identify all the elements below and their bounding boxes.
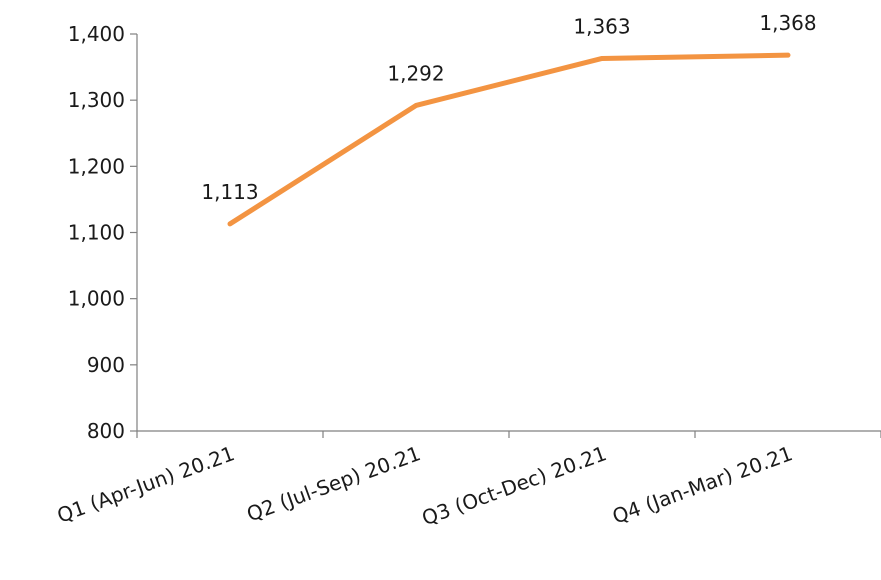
y-tick-label: 1,100 [68, 221, 125, 245]
y-tick-label: 1,300 [68, 88, 125, 112]
series-line [230, 55, 788, 224]
y-tick-label: 1,400 [68, 22, 125, 46]
x-tick-label: Q1 (Apr-Jun) 20.21 [54, 441, 238, 527]
data-label: 1,292 [387, 61, 444, 85]
data-label: 1,113 [201, 180, 258, 204]
y-tick-label: 1,000 [68, 287, 125, 311]
y-tick-label: 1,200 [68, 154, 125, 178]
x-tick-label: Q2 (Jul-Sep) 20.21 [243, 441, 423, 526]
y-tick-label: 800 [87, 419, 125, 443]
x-tick-label: Q3 (Oct-Dec) 20.21 [419, 441, 610, 530]
data-label: 1,368 [759, 11, 816, 35]
y-tick-label: 900 [87, 353, 125, 377]
data-label: 1,363 [573, 14, 630, 38]
x-tick-label: Q4 (Jan-Mar) 20.21 [609, 441, 796, 528]
